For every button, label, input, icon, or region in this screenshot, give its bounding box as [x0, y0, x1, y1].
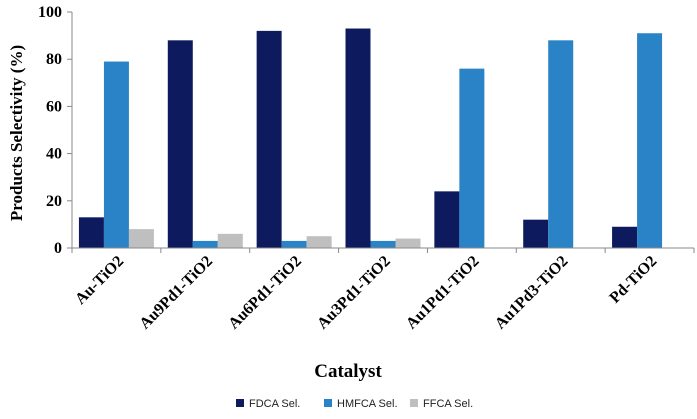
- y-tick-label: 80: [46, 51, 62, 68]
- legend-swatch: [236, 399, 244, 407]
- bar-hmfca-sel--3: [281, 240, 307, 248]
- bar-fdca-sel--3: [256, 30, 282, 248]
- legend: FDCA Sel. HMFCA Sel. FFCA Sel.: [236, 398, 473, 410]
- bar-fdca-sel--2: [167, 40, 193, 248]
- legend-swatch: [324, 399, 332, 407]
- axes-group: [71, 12, 694, 249]
- legend-label: FFCA Sel.: [423, 398, 473, 410]
- y-tick-label: 100: [38, 4, 62, 21]
- bar-ffca-sel--2: [217, 233, 243, 248]
- x-tick-label: Au3Pd1-TiO2: [314, 253, 394, 333]
- bar-hmfca-sel--5: [459, 68, 485, 248]
- y-tick-label: 60: [46, 98, 62, 115]
- y-tick-label: 0: [54, 240, 62, 257]
- x-tick-label: Au1Pd3-TiO2: [492, 253, 572, 333]
- bar-ffca-sel--4: [395, 238, 421, 248]
- x-tick-label: Au6Pd1-TiO2: [225, 253, 305, 333]
- bars-group: [78, 28, 663, 249]
- bar-hmfca-sel--7: [637, 33, 663, 248]
- legend-label: HMFCA Sel.: [337, 398, 398, 410]
- bar-fdca-sel--7: [612, 226, 638, 248]
- bar-fdca-sel--6: [523, 219, 549, 248]
- legend-swatch: [410, 399, 418, 407]
- bar-fdca-sel--1: [78, 217, 104, 248]
- legend-label: FDCA Sel.: [249, 398, 300, 410]
- bar-hmfca-sel--4: [370, 240, 396, 248]
- bar-hmfca-sel--2: [192, 240, 218, 248]
- bar-ffca-sel--1: [128, 229, 154, 248]
- bar-fdca-sel--5: [434, 191, 460, 248]
- bar-hmfca-sel--1: [103, 61, 129, 249]
- y-ticks-group: 0 20 40 60 80 100: [38, 4, 72, 257]
- x-axis-label: Catalyst: [314, 361, 382, 382]
- x-ticks-group: Au-TiO2 Au9Pd1-TiO2 Au6Pd1-TiO2 Au3Pd1-TiO2…: [71, 248, 695, 333]
- bar-hmfca-sel--6: [548, 40, 574, 248]
- x-tick-label: Au9Pd1-TiO2: [136, 253, 216, 333]
- x-tick-label: Pd-TiO2: [606, 253, 660, 307]
- x-tick-label: Au-TiO2: [72, 253, 127, 308]
- y-axis-label: Products Selectivity (%): [7, 45, 26, 221]
- y-tick-label: 40: [46, 146, 62, 163]
- bar-ffca-sel--3: [306, 236, 332, 248]
- bar-fdca-sel--4: [345, 28, 371, 248]
- x-tick-label: Au1Pd1-TiO2: [403, 253, 483, 333]
- y-tick-label: 20: [46, 193, 62, 210]
